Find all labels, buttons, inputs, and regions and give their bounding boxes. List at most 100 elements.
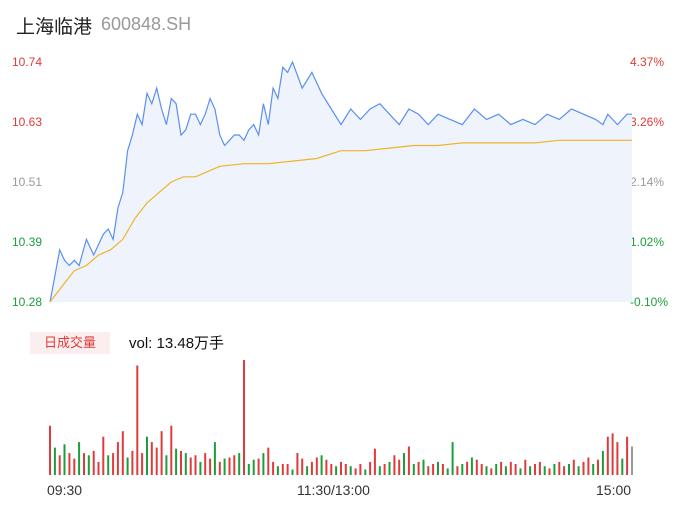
volume-bar [587,457,590,475]
volume-bar [524,459,527,475]
volume-bar [63,444,66,475]
volume-bar [470,457,473,475]
volume-bar [606,436,609,475]
y-tick-price-2: 10.51 [12,175,43,189]
volume-bar [276,466,279,475]
volume-bar [383,464,386,475]
y-tick-pct-4: -0.10% [630,295,669,309]
volume-bar [160,431,163,475]
volume-bar [437,461,439,475]
x-tick-close: 15:00 [596,482,632,498]
volume-bar [344,464,347,475]
volume-bar [582,461,585,475]
volume-bar [233,455,236,475]
volume-bar [257,458,260,475]
volume-bar [398,459,401,475]
y-tick-pct-2: 2.14% [630,175,665,189]
volume-bar [272,461,275,475]
stock-name: 上海临港 [16,17,93,38]
volume-bar [194,455,197,475]
volume-badge[interactable]: 日成交量 [30,332,110,354]
price-line [49,60,632,303]
volume-bar [485,466,488,475]
volume-bar [519,468,522,475]
volume-bar [378,466,381,475]
volume-bar [388,461,391,475]
y-tick-price-4: 10.28 [12,295,43,309]
volume-bar [150,442,153,475]
y-tick-pct-3: 1.02% [630,235,665,249]
volume-bar [631,446,633,475]
volume-bar [213,442,216,475]
volume-bar [500,461,503,475]
volume-bar [417,461,420,475]
volume-bar [534,464,536,475]
volume-bar [340,461,342,475]
x-tick-open: 09:30 [47,482,83,498]
volume-bar [325,459,328,475]
volume-bar [291,469,294,475]
volume-bar [364,469,367,475]
volume-bar [68,453,71,475]
volume-bar [611,433,614,475]
volume-bar [369,461,372,475]
volume-bar [184,453,187,475]
volume-bar [180,450,182,475]
volume-bar [432,464,435,475]
volume-bar [490,468,493,475]
volume-bar [572,459,575,475]
volume-bar [538,461,541,475]
volume-bar [558,461,561,475]
volume-bar [126,457,129,475]
volume-bar [136,365,139,475]
volume-bar [412,464,415,475]
volume-bar [252,459,255,475]
volume-bar [92,450,95,475]
volume-bar [73,458,76,475]
volume-bar [131,450,134,475]
volume-bar [354,468,357,475]
volume-bar [78,442,81,475]
volume-bar [451,442,454,475]
volume-bar [563,466,566,475]
volume-bar [568,464,570,475]
volume-bar [112,453,115,475]
volume-bar [320,455,323,475]
volume-bar [577,466,580,475]
volume-bar [330,464,333,475]
volume-bar [121,431,124,475]
volume-bar [621,458,624,475]
volume-bar [170,425,173,475]
volume-bar [373,448,376,475]
volume-bar [427,466,430,475]
volume-bar [281,464,284,475]
y-tick-price-1: 10.63 [12,115,43,129]
y-tick-price-3: 10.39 [12,235,43,249]
volume-bar [461,464,464,475]
y-tick-pct-1: 3.26% [630,115,665,129]
stock-code: 600848.SH [101,14,192,34]
volume-bar [116,442,119,475]
volume-bar [243,360,245,475]
volume-bar [49,425,51,475]
volume-bar [189,457,192,475]
volume-bar [553,464,556,475]
price-area-fill [50,62,632,302]
y-tick-price-0: 10.74 [12,55,43,69]
volume-bar [306,466,309,475]
volume-bar [301,458,304,475]
volume-bar [83,453,85,475]
volume-bar [504,466,507,475]
volume-bar [592,464,595,475]
volume-bar [310,461,313,475]
x-tick-midday: 11:30/13:00 [297,482,370,498]
volume-bar [87,455,90,475]
volume-bar [548,468,551,475]
volume-bar [209,458,212,475]
volume-bar [509,461,512,475]
volume-bar [199,461,202,475]
volume-bar [204,453,207,475]
volume-bar [543,466,546,475]
volume-bar [165,455,168,475]
